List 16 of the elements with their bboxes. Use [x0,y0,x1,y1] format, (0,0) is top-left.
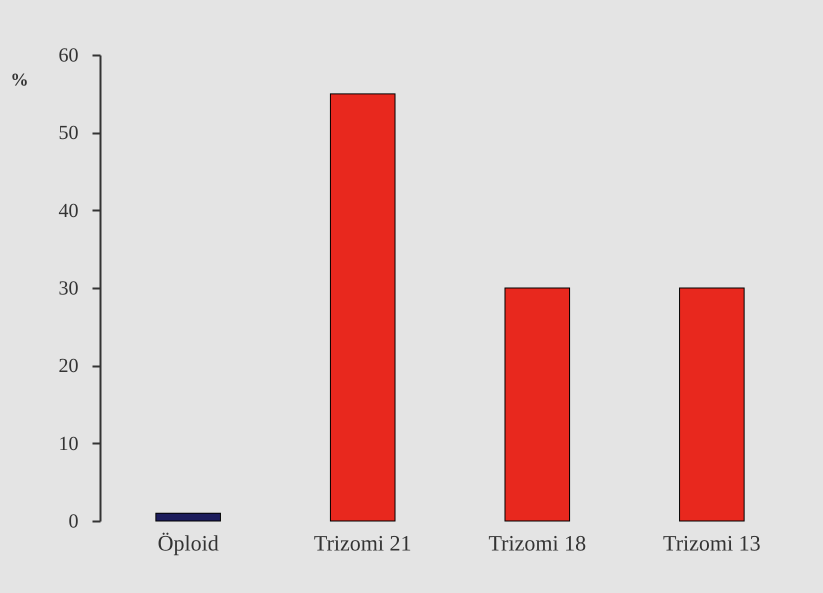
y-tick-label: 50 [58,122,78,144]
y-tick-label: 10 [58,432,78,455]
bar [155,512,221,522]
bar [330,93,396,522]
bar [504,288,570,522]
x-tick-label: Trizomi 18 [488,530,586,556]
y-tick-label: 40 [58,200,78,222]
x-tick-label: Trizomi 13 [663,530,761,556]
y-axis-title: % [10,70,28,90]
y-tick-label: 20 [58,355,78,378]
y-tick-label: 60 [58,44,78,66]
x-tick-label: Trizomi 21 [314,530,412,556]
x-tick-label: Öploid [158,530,219,556]
y-tick-label: 30 [58,278,78,300]
y-tick-label: 0 [68,510,78,532]
bar [679,288,745,522]
